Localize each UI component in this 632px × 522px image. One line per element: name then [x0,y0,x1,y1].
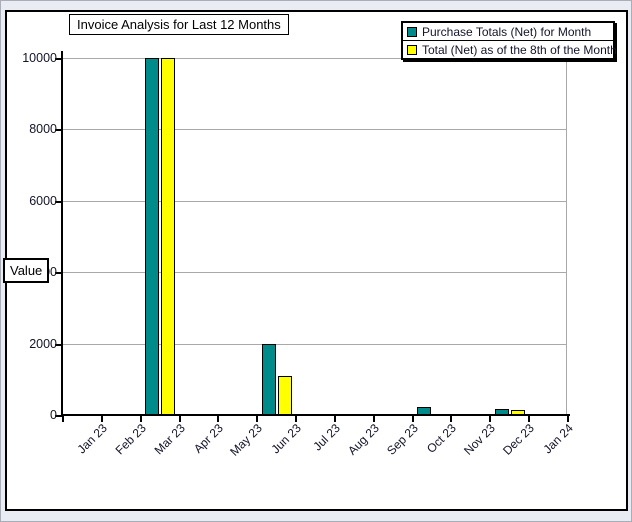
x-tick [528,415,530,422]
legend: Purchase Totals (Net) for Month Total (N… [401,21,617,60]
legend-swatch-total-8th [407,44,417,55]
bar-total-8th-mar-23 [161,58,175,415]
y-tick [55,201,63,203]
bar-total-8th-dec-23 [511,410,525,415]
x-tick [334,415,336,422]
y-tick [55,58,63,60]
x-tick [217,415,219,422]
x-tick [412,415,414,422]
y-tick-label: 8000 [29,122,57,136]
bar-purchase-totals-jun-23 [262,344,276,415]
chart-panel [5,10,628,511]
x-tick [489,415,491,422]
x-tick [295,415,297,422]
x-tick [62,415,64,422]
x-tick [101,415,103,422]
bar-purchase-totals-dec-23 [495,409,509,415]
legend-label: Total (Net) as of the 8th of the Month [422,42,617,57]
y-tick [55,129,63,131]
x-tick [450,415,452,422]
legend-swatch-purchase-totals [407,26,417,37]
y-tick-label: 6000 [29,194,57,208]
chart-title: Invoice Analysis for Last 12 Months [69,14,289,35]
y-tick [55,415,63,417]
x-tick [256,415,258,422]
x-tick [179,415,181,422]
y-tick [55,344,63,346]
legend-label: Purchase Totals (Net) for Month [422,24,592,39]
legend-item: Purchase Totals (Net) for Month [403,23,613,40]
y-tick [55,272,63,274]
bar-purchase-totals-oct-23 [417,407,431,415]
gridline [63,129,566,130]
legend-item: Total (Net) as of the 8th of the Month [403,40,617,58]
y-tick-label: 10000 [22,51,57,65]
plot-right-border [566,58,567,415]
x-tick [373,415,375,422]
gridline [63,344,566,345]
gridline [63,201,566,202]
y-axis [61,51,63,417]
bar-total-8th-jun-23 [278,376,292,415]
gridline [63,272,566,273]
bar-purchase-totals-mar-23 [145,58,159,415]
value-axis-title: Value [3,258,50,283]
x-axis [61,414,570,416]
gridline [63,58,566,59]
y-tick-label: 0 [50,408,57,422]
x-tick [567,415,569,422]
x-tick [140,415,142,422]
y-tick-label: 2000 [29,337,57,351]
